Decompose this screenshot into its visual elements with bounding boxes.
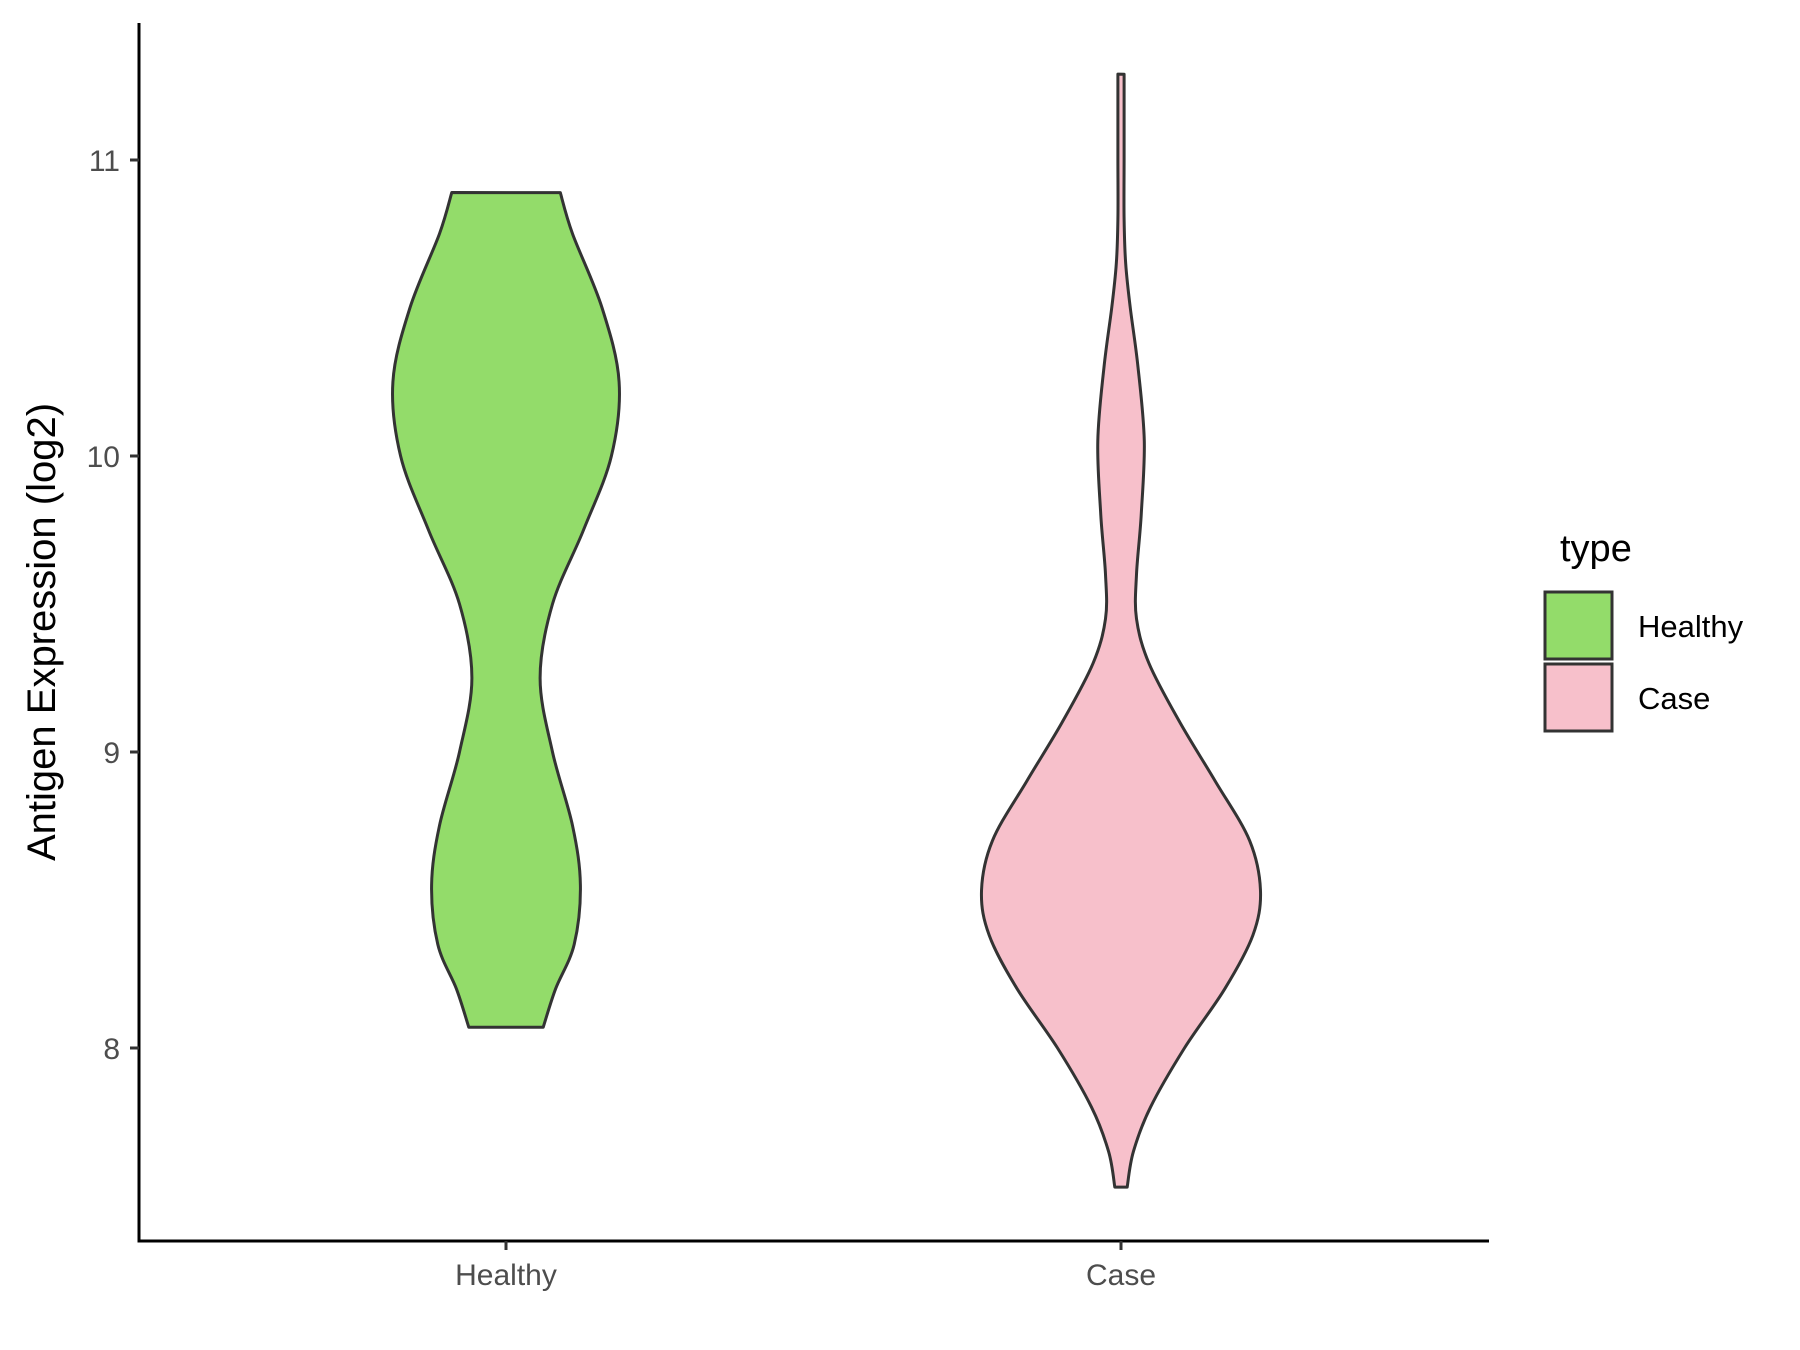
legend-swatch-healthy xyxy=(1543,590,1614,661)
y-axis-title: Antigen Expression (log2) xyxy=(20,403,64,861)
violin-healthy xyxy=(391,191,621,1029)
legend-label-case: Case xyxy=(1638,681,1710,716)
violin-layer xyxy=(391,72,1263,1189)
legend-label-healthy: Healthy xyxy=(1638,609,1744,644)
y-tick-label: 11 xyxy=(89,145,120,178)
y-tick-label: 9 xyxy=(103,737,120,770)
legend: type Healthy Case xyxy=(1543,528,1744,733)
violin-case xyxy=(979,72,1263,1189)
legend-swatch-case xyxy=(1543,662,1614,733)
y-ticks: 8 9 10 11 xyxy=(87,145,139,1066)
legend-title: type xyxy=(1560,528,1632,570)
x-ticks: Healthy Case xyxy=(455,1241,1156,1292)
x-tick-label: Healthy xyxy=(455,1259,557,1292)
x-tick-label: Case xyxy=(1086,1259,1156,1292)
y-tick-label: 8 xyxy=(103,1033,120,1066)
y-tick-label: 10 xyxy=(87,441,120,474)
